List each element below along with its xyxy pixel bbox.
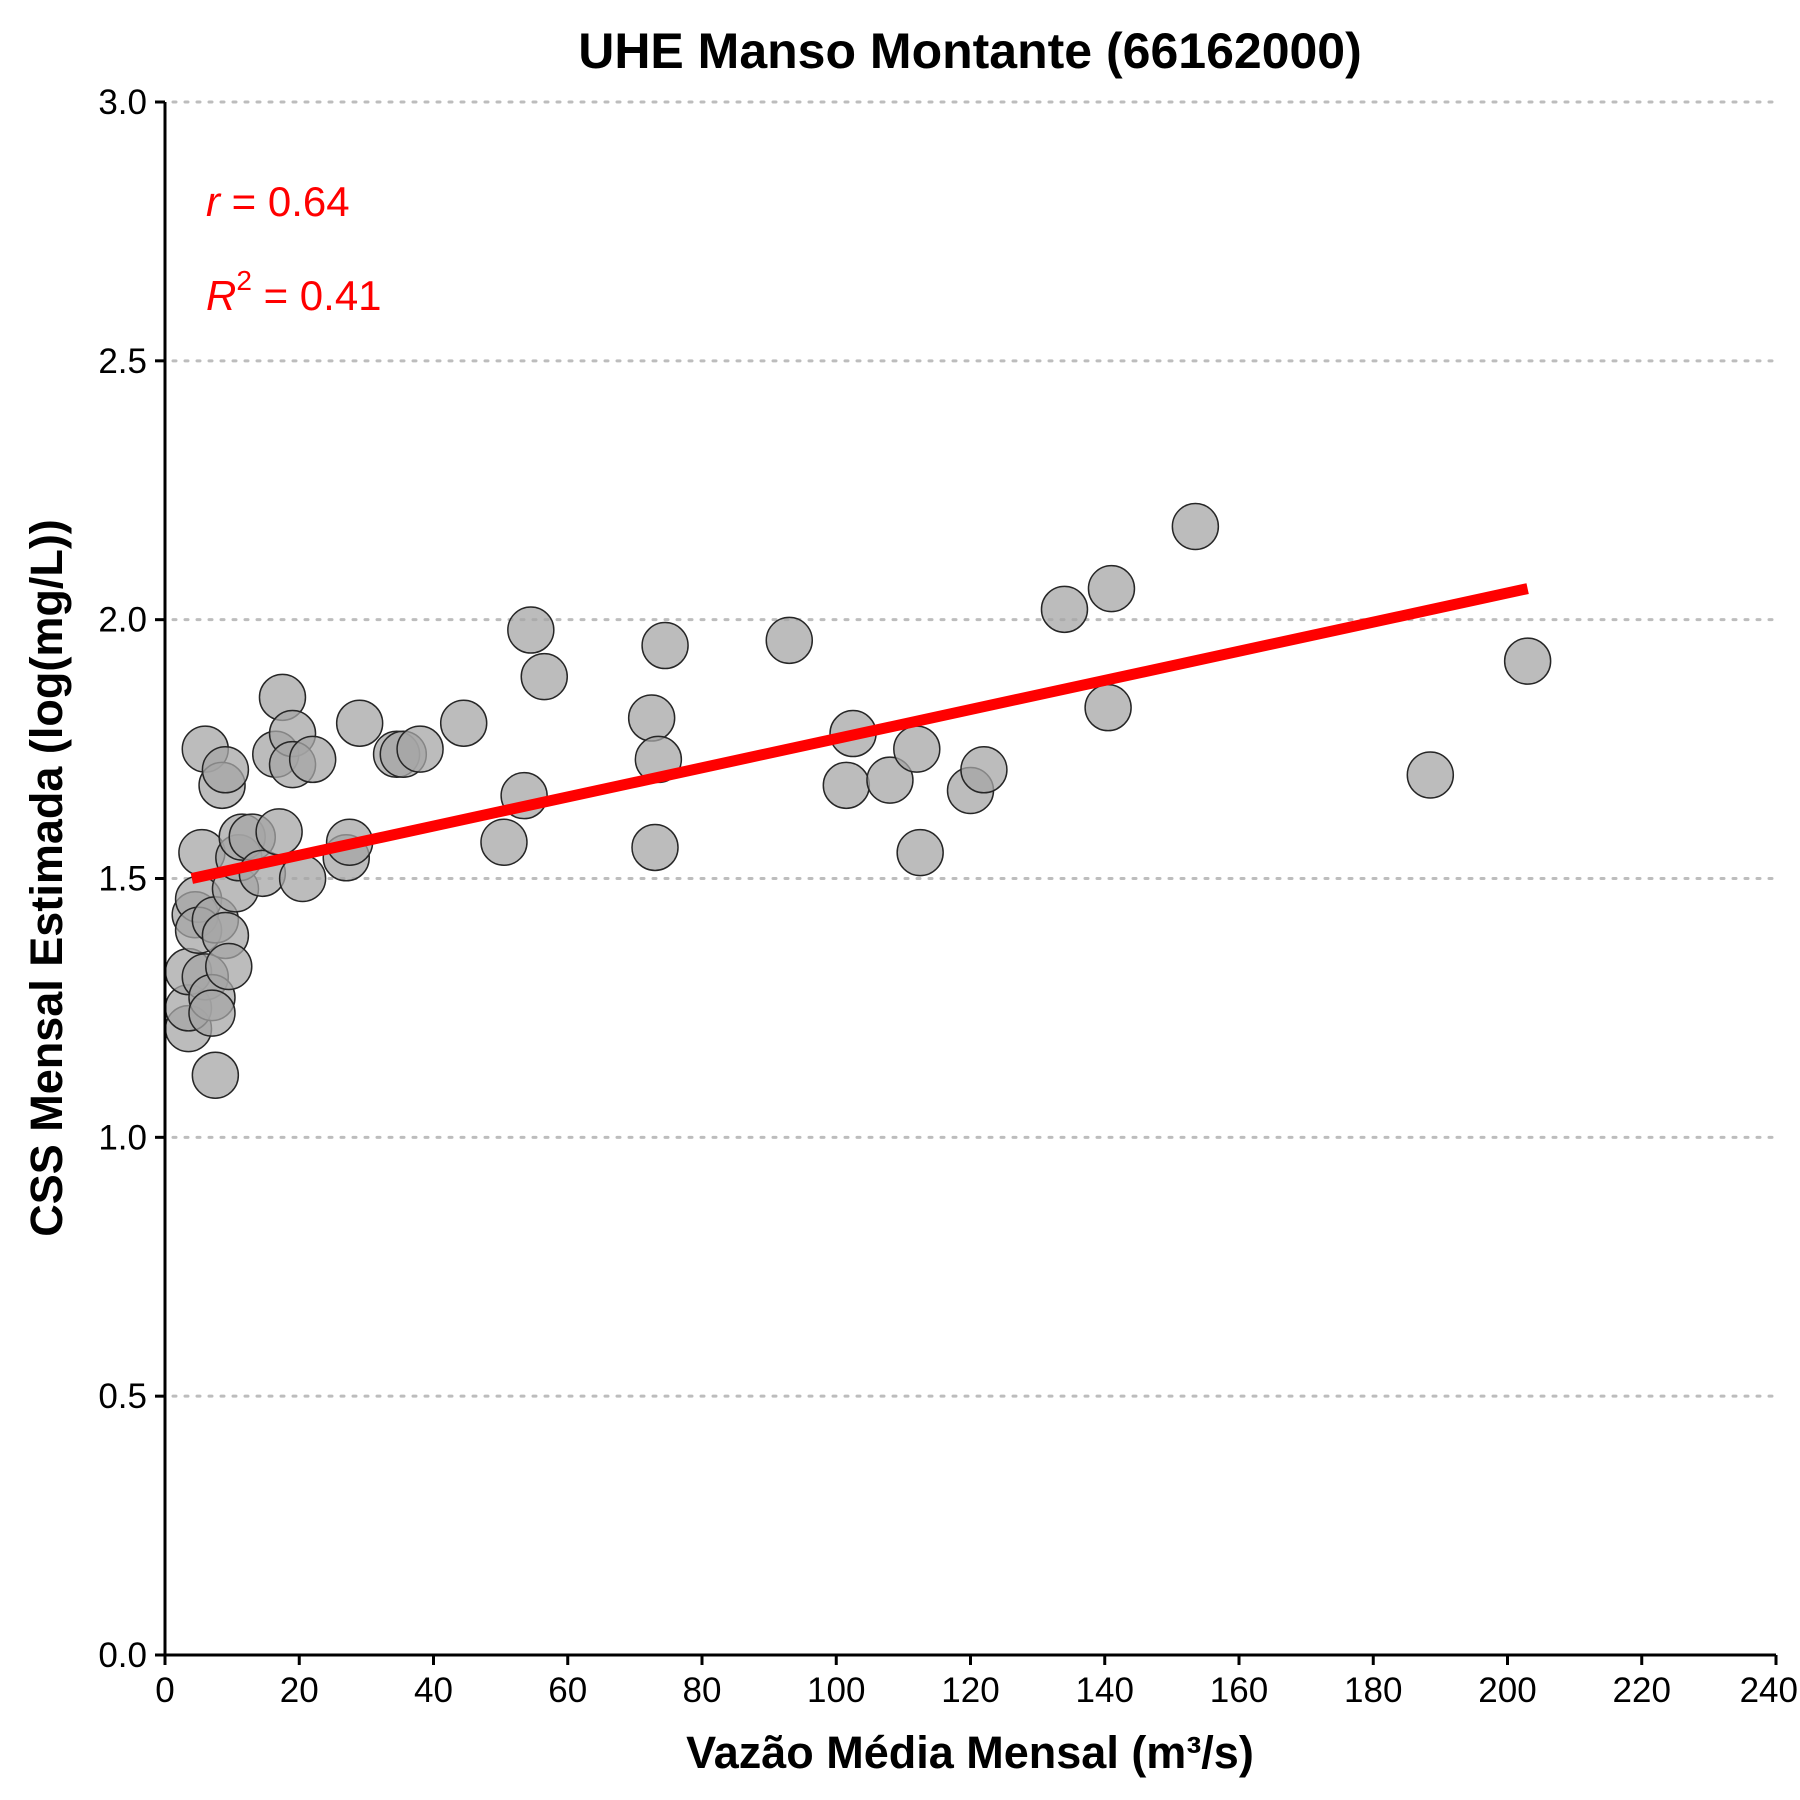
data-point-45 — [822, 761, 871, 810]
y-axis-ticks: 0.0 0.5 1.0 1.5 2.0 2.5 3.0 — [98, 83, 165, 1675]
x-tick-label-8: 160 — [1210, 1671, 1268, 1710]
data-point-52 — [1040, 585, 1089, 634]
x-tick-label-10: 200 — [1478, 1671, 1536, 1710]
data-point-31 — [335, 699, 384, 747]
data-point-14 — [201, 746, 250, 794]
regression-line-group — [190, 583, 1529, 884]
x-tick-label-4: 80 — [683, 1671, 722, 1710]
data-point-48 — [893, 725, 941, 773]
gridlines — [171, 100, 1778, 1398]
y-tick-label-3: 1.5 — [98, 860, 147, 899]
r2-symbol: R — [206, 272, 236, 319]
y-tick-label-1: 0.5 — [98, 1377, 147, 1416]
data-point-54 — [1087, 564, 1136, 613]
data-point-56 — [1406, 751, 1455, 799]
r-symbol: r — [206, 178, 222, 225]
data-point-23 — [255, 808, 303, 856]
x-tick-label-1: 20 — [280, 1671, 319, 1710]
x-tick-label-7: 140 — [1076, 1671, 1134, 1710]
y-axis-label: CSS Mensal Estimada (log(mg/L)) — [21, 519, 72, 1237]
data-point-38 — [507, 606, 555, 654]
r-annotation: r = 0.64 — [206, 178, 350, 225]
data-point-49 — [896, 828, 944, 877]
x-tick-label-11: 220 — [1613, 1671, 1671, 1710]
x-axis-ticks: 0 20 40 60 80 100 120 140 160 180 200 220 240 — [155, 1655, 1798, 1710]
data-point-16 — [205, 942, 253, 991]
data-point-51 — [960, 746, 1008, 794]
x-tick-label-3: 60 — [548, 1671, 587, 1710]
data-point-57 — [1503, 637, 1552, 685]
data-point-53 — [1084, 683, 1132, 732]
data-point-34 — [396, 725, 444, 773]
y-tick-label-0: 0.0 — [98, 1636, 147, 1675]
x-tick-label-12: 240 — [1740, 1671, 1798, 1710]
r-value: = 0.64 — [220, 178, 350, 225]
data-point-43 — [641, 621, 689, 670]
data-point-40 — [627, 694, 676, 742]
y-tick-label-6: 3.0 — [98, 83, 147, 122]
x-tick-label-0: 0 — [155, 1671, 174, 1710]
data-point-39 — [520, 652, 569, 701]
data-point-55 — [1171, 502, 1220, 551]
y-tick-label-5: 2.5 — [98, 342, 147, 381]
data-point-41 — [631, 823, 679, 872]
x-tick-label-2: 40 — [414, 1671, 453, 1710]
x-tick-label-9: 180 — [1344, 1671, 1402, 1710]
data-point-28 — [288, 735, 337, 784]
data-point-10 — [188, 989, 236, 1037]
y-tick-label-2: 1.0 — [98, 1118, 147, 1157]
r2-annotation: R2 = 0.41 — [206, 265, 382, 319]
chart-title: UHE Manso Montante (66162000) — [578, 23, 1362, 79]
r2-value: = 0.41 — [252, 272, 382, 319]
data-point-35 — [439, 699, 488, 747]
data-points — [164, 502, 1552, 1099]
data-point-44 — [765, 616, 814, 665]
y-tick-label-4: 2.0 — [98, 601, 147, 640]
regression-line — [190, 583, 1529, 884]
data-point-36 — [480, 818, 528, 867]
r2-exponent: 2 — [236, 265, 252, 296]
x-axis-label: Vazão Média Mensal (m³/s) — [686, 1727, 1254, 1778]
data-point-12 — [191, 1051, 240, 1099]
data-point-47 — [866, 756, 914, 804]
x-tick-label-6: 120 — [941, 1671, 999, 1710]
x-tick-label-5: 100 — [807, 1671, 865, 1710]
